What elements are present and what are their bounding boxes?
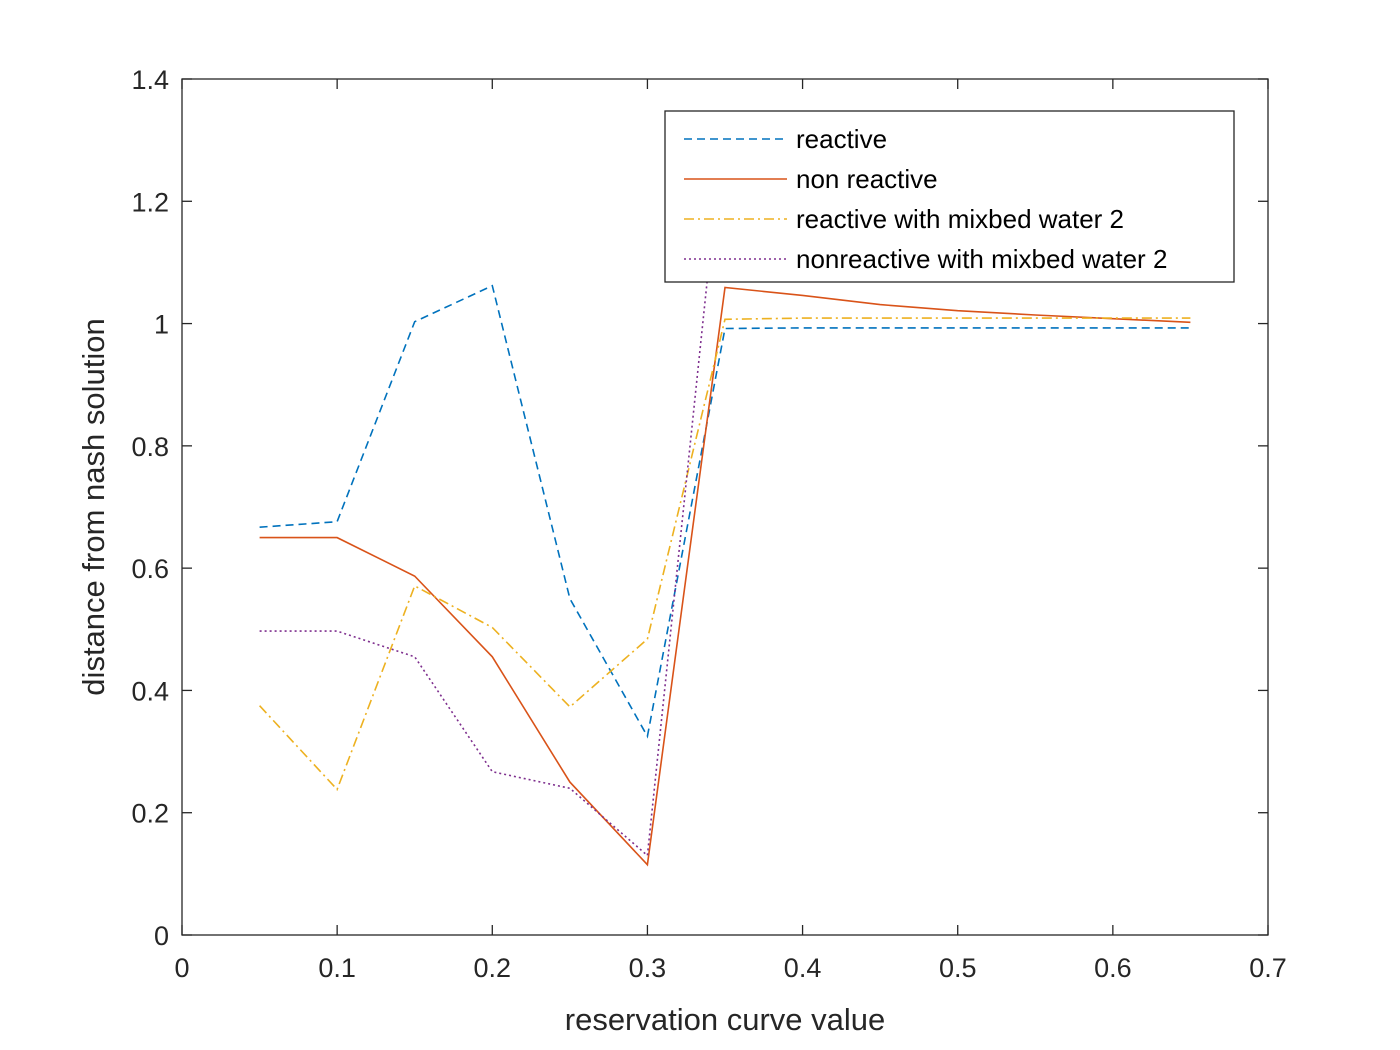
series-layer [259,109,1191,867]
x-tick-label: 0.5 [939,953,977,983]
legend-label-4: nonreactive with mixbed water 2 [796,244,1167,274]
x-tick-label: 0.3 [629,953,667,983]
y-tick-label: 1 [154,310,169,340]
x-tick-label: 0.6 [1094,953,1132,983]
legend-label-3: reactive with mixbed water 2 [796,204,1124,234]
x-tick-label: 0.7 [1249,953,1287,983]
y-axis-label: distance from nash solution [76,318,111,695]
legend-box [664,110,1235,283]
tick-layer: 0 0.1 0.2 0.3 0.4 0.5 0.6 0.7 0 0.2 0.4 0.6 0.8 1 1.2 1… [131,65,1286,983]
series-line-3 [259,317,1191,791]
y-tick-label: 0.8 [131,432,169,462]
series-line-2 [259,286,1191,867]
y-tick-label: 0 [154,921,169,951]
y-tick-label: 0.6 [131,554,169,584]
series-line-1 [259,284,1191,739]
y-tick-label: 0.2 [131,799,169,829]
legend-label-1: reactive [796,124,887,154]
y-tick-label: 1.4 [131,65,169,95]
y-tick-label: 0.4 [131,676,169,706]
x-axis-label: reservation curve value [565,1002,886,1037]
plot-frame [181,78,1269,936]
x-tick-label: 0.1 [318,953,356,983]
legend-label-2: non reactive [796,164,938,194]
x-tick-label: 0 [174,953,189,983]
x-tick-label: 0.4 [784,953,822,983]
x-tick-label: 0.2 [474,953,512,983]
legend: reactive non reactive reactive with mixbed… [664,110,1235,283]
y-tick-label: 1.2 [131,187,169,217]
